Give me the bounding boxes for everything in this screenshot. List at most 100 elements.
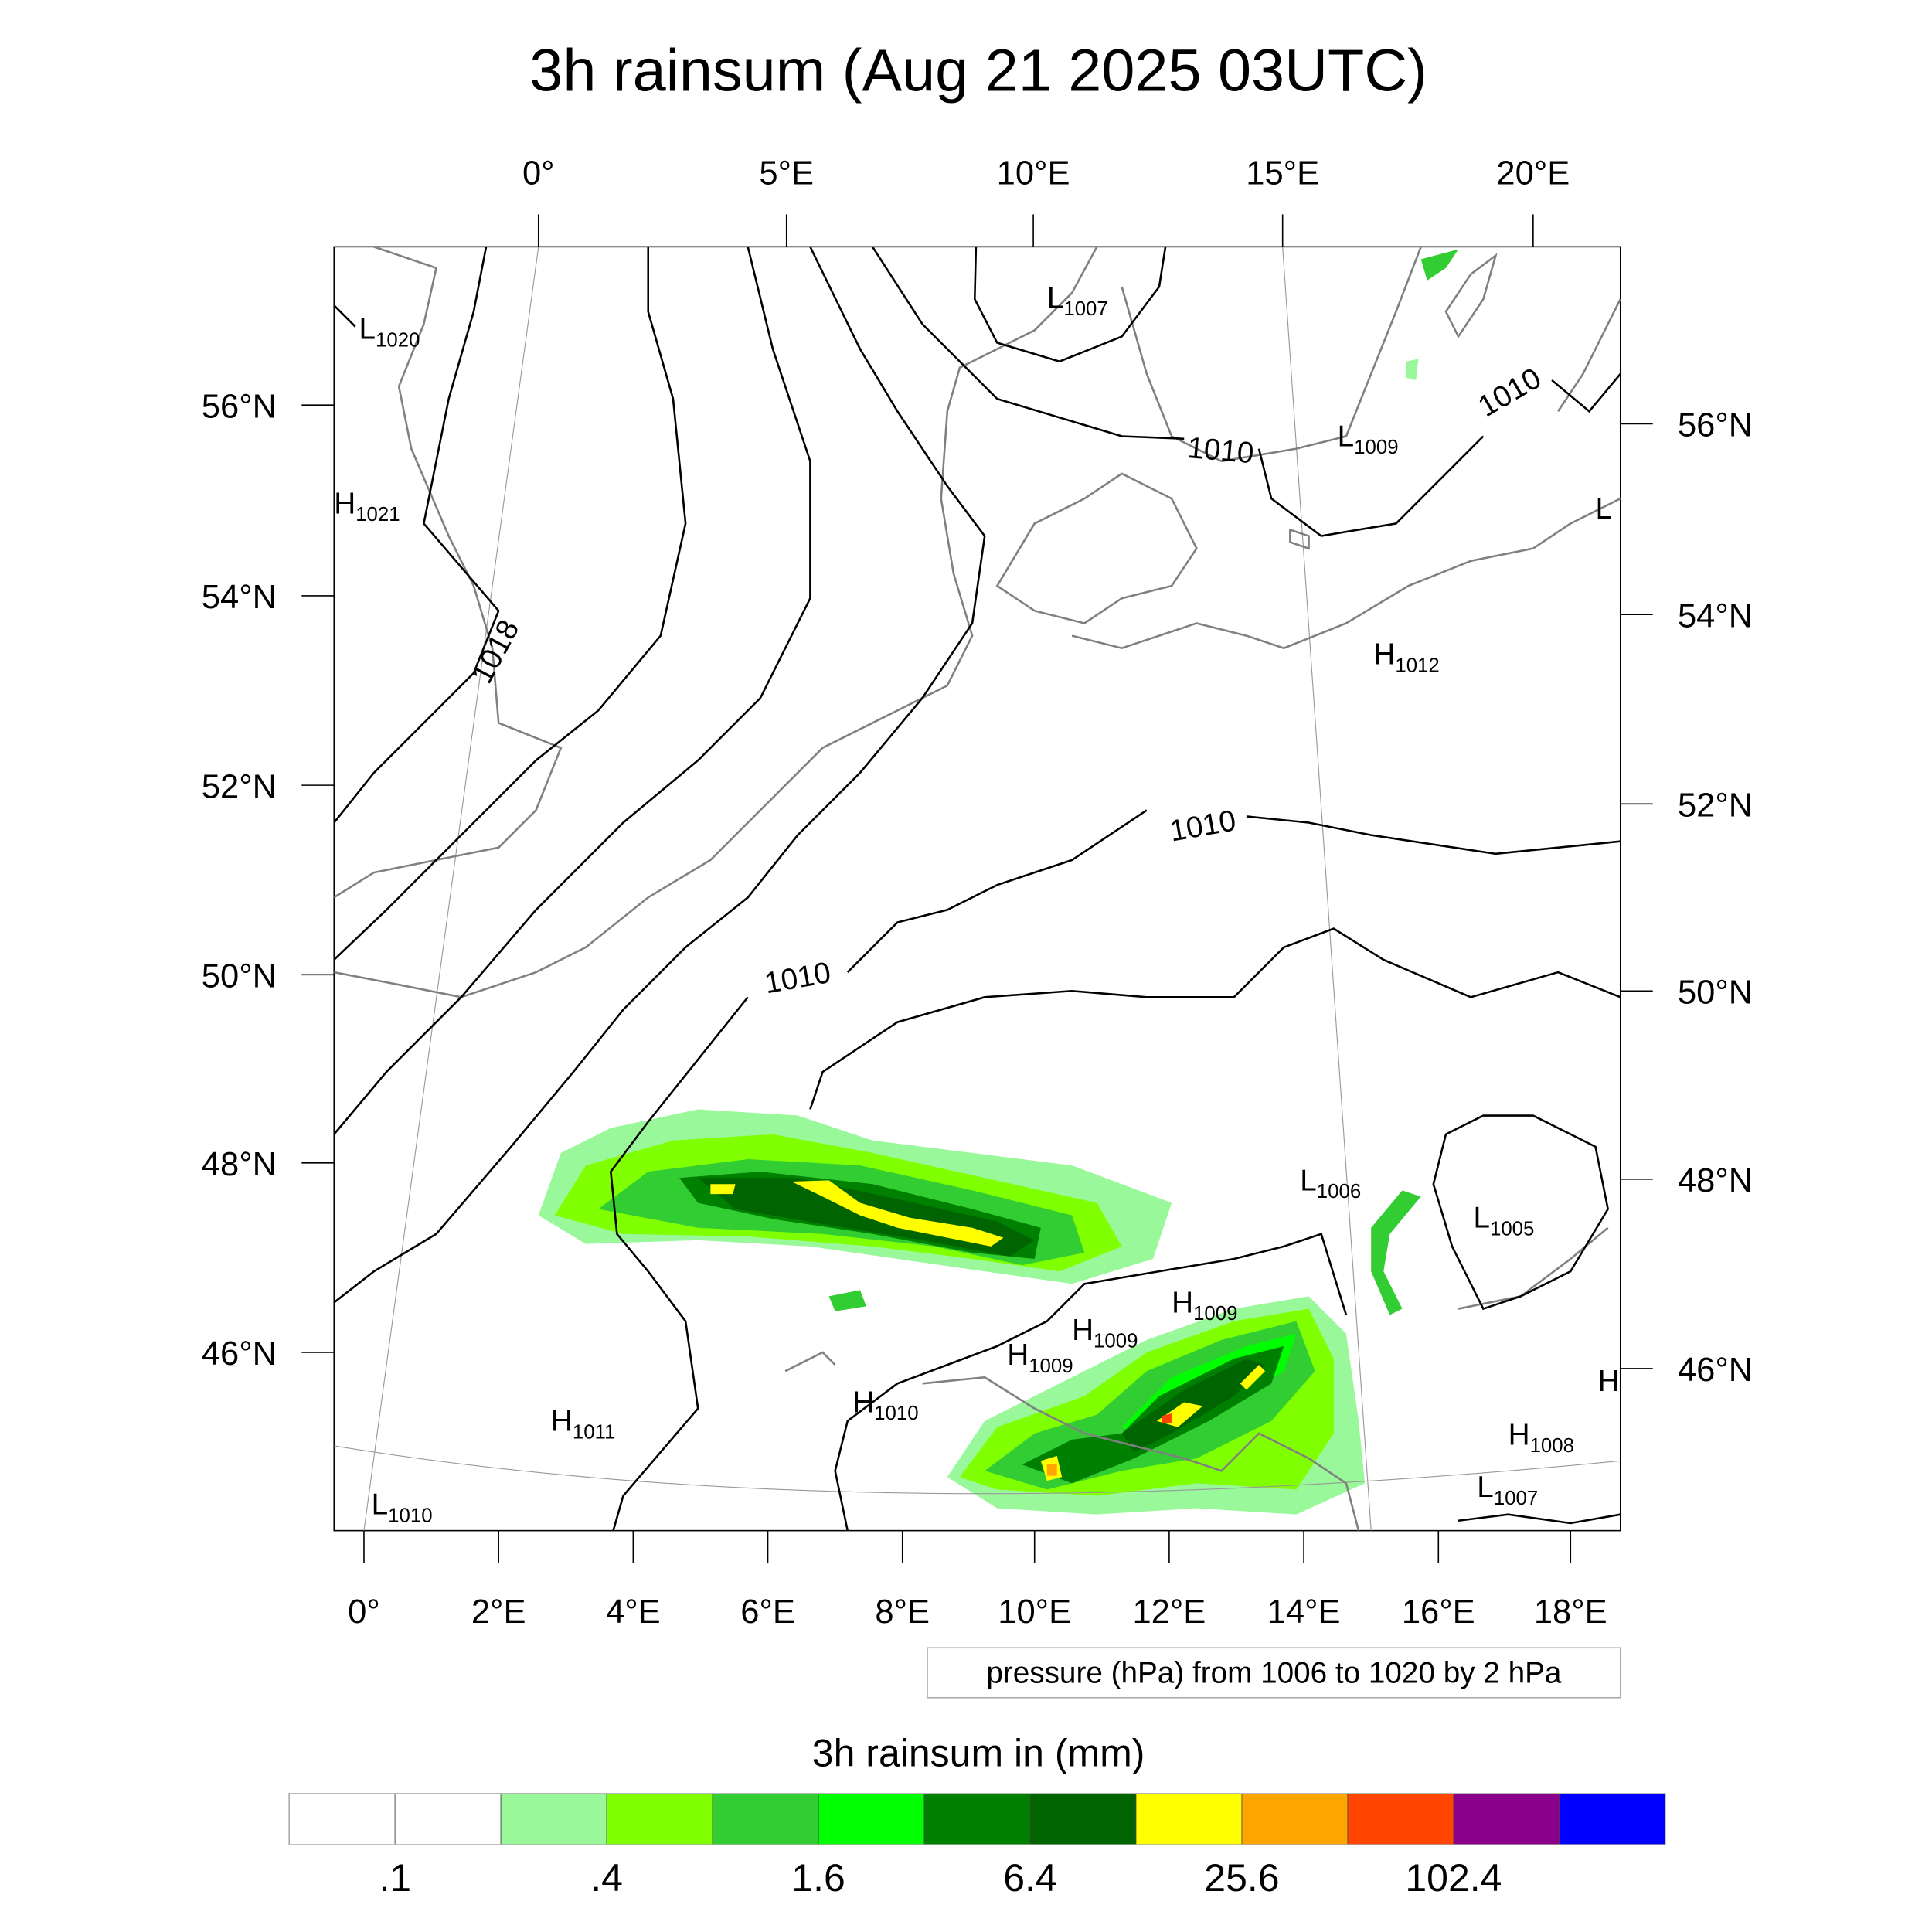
colorbar-swatch [1347, 1793, 1454, 1845]
colorbar-label: 25.6 [1204, 1856, 1279, 1900]
graticule [334, 247, 1621, 1531]
colorbar-swatch [1453, 1793, 1560, 1845]
pressure-centers: L1020H1021L1007L1009LH1012L1006L1005H100… [334, 281, 1619, 1526]
top-lon-label: 10°E [997, 155, 1070, 192]
colorbar-frame [288, 1793, 1666, 1845]
center-value: 1009 [1193, 1303, 1237, 1325]
bottom-lon-label: 8°E [875, 1594, 930, 1631]
colorbar-label: .4 [590, 1856, 623, 1900]
center-type: H [1007, 1338, 1029, 1372]
colorbar-swatch [818, 1793, 925, 1845]
bottom-lon-label: 18°E [1534, 1594, 1607, 1631]
low-pressure-label: L1007 [1047, 281, 1108, 320]
high-pressure-label: H1011 [551, 1405, 615, 1444]
center-value: 1009 [1094, 1331, 1138, 1352]
colorbar: 3h rainsum in (mm) .1 .4 1.6 6.4 25.6 102.4 [288, 1731, 1666, 1900]
right-lat-label: 48°N [1678, 1162, 1753, 1199]
right-lat-label: 54°N [1678, 597, 1753, 634]
right-lat-label: 52°N [1678, 787, 1753, 824]
colorbar-label: 1.6 [791, 1856, 845, 1900]
high-pressure-label: H1012 [1373, 638, 1439, 677]
center-value: 1020 [376, 329, 420, 351]
center-value: 1007 [1063, 298, 1107, 320]
center-type: L [1338, 420, 1355, 453]
bottom-lon-label: 14°E [1267, 1594, 1341, 1631]
colorbar-swatch [606, 1793, 713, 1845]
center-value: 1012 [1395, 655, 1439, 676]
low-pressure-label: L1020 [359, 313, 420, 352]
top-lon-label: 5°E [759, 155, 814, 192]
center-type: L [359, 313, 376, 346]
right-lat-label: 46°N [1678, 1352, 1753, 1389]
center-type: H [852, 1386, 874, 1419]
colorbar-swatch [1135, 1793, 1243, 1845]
bottom-lon-label: 2°E [471, 1594, 526, 1631]
center-value: 1006 [1317, 1181, 1361, 1202]
colorbar-title: 3h rainsum in (mm) [812, 1731, 1145, 1774]
colorbar-swatch [394, 1793, 502, 1845]
high-pressure-label: H [1598, 1365, 1620, 1398]
center-type: L [1473, 1202, 1490, 1235]
center-value: 1011 [573, 1421, 615, 1443]
high-pressure-label: H1008 [1509, 1418, 1574, 1457]
center-type: L [1300, 1164, 1317, 1197]
center-value: 1009 [1354, 437, 1398, 458]
left-lat-label: 48°N [202, 1146, 277, 1183]
axis-labels: 0° 5°E 10°E 15°E 20°E 0° 2°E 4°E 6°E 8°E 10°E 12°E 1… [202, 155, 1753, 1631]
left-lat-label: 50°N [202, 957, 277, 995]
center-value: 1021 [355, 504, 400, 526]
center-type: H [1598, 1365, 1620, 1398]
left-lat-label: 46°N [202, 1335, 277, 1372]
colorbar-swatch [923, 1793, 1031, 1845]
high-pressure-label: H1009 [1172, 1286, 1237, 1325]
map-frame [333, 246, 1621, 1532]
figure-title: 3h rainsum (Aug 21 2025 03UTC) [529, 38, 1427, 104]
center-type: H [1072, 1314, 1094, 1347]
center-value: 1008 [1530, 1435, 1574, 1457]
center-type: L [1477, 1471, 1494, 1504]
left-lat-label: 54°N [202, 579, 277, 616]
low-pressure-label: L1006 [1300, 1164, 1361, 1202]
center-type: H [1373, 638, 1395, 672]
bottom-lon-label: 4°E [606, 1594, 661, 1631]
colorbar-label: 6.4 [1003, 1856, 1057, 1900]
bottom-lon-label: 12°E [1132, 1594, 1206, 1631]
top-lon-label: 15°E [1246, 155, 1319, 192]
center-type: H [1172, 1286, 1193, 1319]
bottom-lon-label: 6°E [740, 1594, 795, 1631]
colorbar-swatch [288, 1793, 396, 1845]
top-lon-label: 20°E [1496, 155, 1570, 192]
contour-label: 1010 [1186, 431, 1255, 470]
colorbar-swatch [1559, 1793, 1666, 1845]
map-panel: 1018 1010 1010 1010 1010 L1020H1021L1007… [301, 214, 1653, 1563]
center-value: 1009 [1029, 1355, 1073, 1377]
left-lat-label: 56°N [202, 388, 277, 425]
colorbar-swatch [1241, 1793, 1349, 1845]
high-pressure-label: H1009 [1072, 1314, 1138, 1352]
left-lat-label: 52°N [202, 768, 277, 805]
contour-info-box: pressure (hPa) from 1006 to 1020 by 2 hP… [927, 1647, 1621, 1699]
bottom-lon-label: 0° [348, 1594, 380, 1631]
isobars [334, 247, 1621, 1531]
high-pressure-label: H1021 [334, 488, 400, 526]
low-pressure-label: L1010 [372, 1488, 433, 1527]
colorbar-label: 102.4 [1405, 1856, 1502, 1900]
right-lat-label: 50°N [1678, 974, 1753, 1011]
high-pressure-label: H1009 [1007, 1338, 1073, 1377]
center-type: H [1509, 1418, 1530, 1451]
center-value: 1007 [1494, 1488, 1538, 1509]
colorbar-label: .1 [379, 1856, 411, 1900]
rain-field [538, 249, 1459, 1515]
bottom-lon-label: 16°E [1402, 1594, 1475, 1631]
right-lat-label: 56°N [1678, 407, 1753, 444]
bottom-lon-label: 10°E [998, 1594, 1071, 1631]
center-type: H [334, 488, 355, 521]
center-type: H [551, 1405, 573, 1438]
colorbar-swatch [500, 1793, 607, 1845]
center-value: 1005 [1490, 1218, 1534, 1240]
high-pressure-label: H1010 [852, 1386, 918, 1424]
center-type: L [1047, 281, 1064, 315]
center-value: 1010 [388, 1505, 432, 1526]
center-value: 1010 [874, 1403, 918, 1424]
